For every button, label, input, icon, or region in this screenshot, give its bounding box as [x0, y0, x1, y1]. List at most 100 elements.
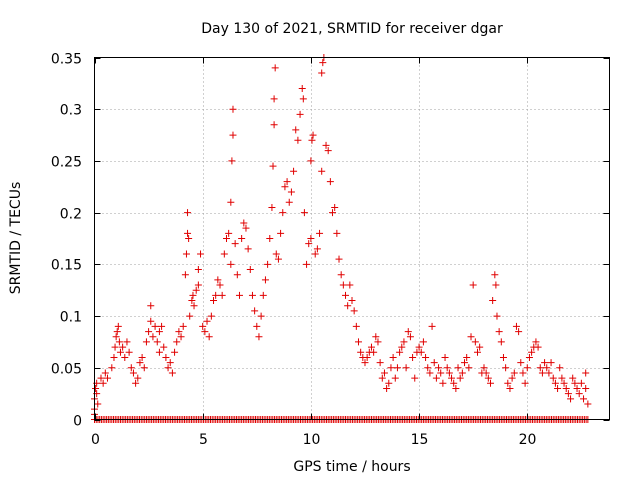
data-point	[184, 209, 192, 217]
data-point	[123, 338, 131, 346]
data-point	[311, 250, 319, 258]
data-point	[186, 312, 194, 320]
data-point	[216, 281, 224, 289]
data-point	[111, 343, 119, 351]
x-tick-labels: 0 5 10 15 20	[91, 432, 536, 448]
data-point	[439, 379, 447, 387]
data-point	[203, 317, 211, 325]
data-point	[115, 338, 123, 346]
data-point	[175, 328, 183, 336]
data-point	[335, 255, 343, 263]
data-point	[376, 359, 384, 367]
data-point	[492, 281, 500, 289]
data-point	[428, 322, 436, 330]
x-tick-label: 10	[303, 432, 321, 448]
data-point	[452, 384, 460, 392]
data-point	[266, 235, 274, 242]
data-point	[101, 369, 109, 377]
data-point	[363, 353, 371, 361]
data-point	[309, 131, 317, 139]
data-point	[112, 333, 120, 341]
data-point	[272, 250, 280, 258]
data-point	[114, 322, 122, 330]
data-point	[567, 395, 575, 403]
data-point	[512, 322, 520, 330]
y-tick-label: 0.15	[51, 258, 82, 274]
data-point	[227, 260, 235, 268]
data-point	[140, 364, 148, 372]
data-point	[190, 302, 198, 310]
data-point	[244, 245, 252, 253]
data-point	[580, 395, 588, 403]
y-tick-labels: 0 0.05 0.1 0.15 0.2 0.25 0.3 0.35	[51, 52, 82, 430]
data-point	[251, 307, 259, 315]
data-point	[270, 121, 278, 129]
data-point	[103, 374, 111, 382]
data-point	[456, 374, 464, 382]
y-tick-label: 0.2	[60, 207, 82, 223]
data-point	[151, 322, 159, 330]
data-point	[277, 229, 285, 237]
data-point	[525, 353, 533, 361]
data-point	[214, 276, 222, 284]
data-point	[443, 364, 451, 372]
data-point	[285, 198, 293, 206]
data-point	[476, 343, 484, 351]
data-point	[125, 348, 133, 356]
data-point	[560, 379, 568, 387]
data-point	[194, 266, 202, 274]
data-point	[482, 369, 490, 377]
data-point	[182, 250, 190, 258]
data-point	[402, 364, 410, 372]
data-point	[199, 322, 207, 330]
data-point	[435, 364, 443, 372]
data-point	[523, 364, 531, 372]
plot-frame	[94, 57, 610, 420]
data-point	[240, 219, 248, 227]
data-point	[532, 338, 540, 346]
data-point	[393, 364, 401, 372]
data-point	[506, 384, 514, 392]
data-point	[158, 322, 166, 330]
data-point	[584, 400, 592, 408]
data-point	[147, 302, 155, 310]
data-point	[342, 291, 350, 299]
data-point	[149, 333, 157, 341]
data-point	[300, 209, 308, 217]
chart-title: Day 130 of 2021, SRMTID for receiver dga…	[201, 21, 503, 37]
y-tick-label: 0.25	[51, 155, 82, 171]
y-axis-label: SRMTID / TECUs	[8, 182, 24, 295]
data-point	[248, 291, 256, 299]
data-point	[188, 297, 196, 305]
data-point	[225, 229, 233, 237]
data-point	[134, 374, 142, 382]
data-point	[298, 85, 306, 93]
data-point	[281, 183, 289, 191]
data-point	[171, 348, 179, 356]
data-point	[287, 188, 295, 196]
data-point	[181, 271, 189, 279]
data-point	[238, 235, 246, 242]
data-point	[458, 369, 466, 377]
data-point	[331, 203, 339, 211]
data-point	[549, 374, 557, 382]
y-tick-label: 0.3	[60, 103, 82, 119]
data-point	[543, 364, 551, 372]
data-point	[517, 359, 525, 367]
data-point	[467, 333, 475, 341]
data-point	[497, 338, 505, 346]
data-point	[222, 235, 230, 242]
data-point	[437, 369, 445, 377]
data-point	[471, 338, 479, 346]
data-point	[218, 291, 226, 299]
data-point	[99, 379, 107, 387]
data-point	[94, 400, 102, 408]
data-point	[474, 348, 482, 356]
data-point	[162, 353, 170, 361]
data-point	[108, 364, 116, 372]
data-point	[534, 343, 542, 351]
data-point	[97, 374, 105, 382]
data-point	[229, 131, 237, 139]
data-point	[571, 379, 579, 387]
data-point	[257, 312, 265, 320]
